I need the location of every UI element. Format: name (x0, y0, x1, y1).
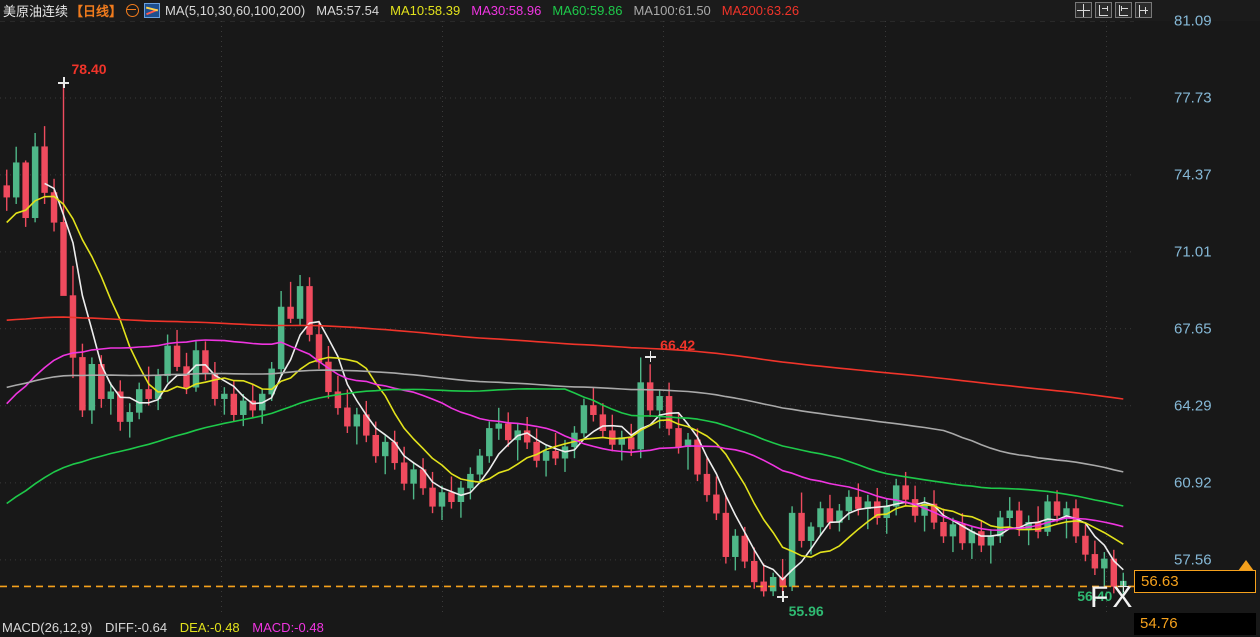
macd-dea: DEA:-0.48 (179, 620, 240, 635)
period-label[interactable]: 【日线】 (70, 4, 123, 19)
axis-tick: 71.01 (1174, 243, 1212, 261)
zoom-out-tool-icon[interactable] (1095, 2, 1112, 18)
ma-indicator-icon[interactable] (144, 3, 161, 18)
cycle-icon[interactable] (126, 4, 140, 17)
axis-tick: 81.09 (1174, 12, 1212, 30)
macd-diff: DIFF:-0.64 (104, 620, 168, 635)
price-axis[interactable]: 81.09 77.73 74.37 71.01 67.65 64.29 60.9… (1134, 13, 1260, 637)
chart-toolbar (1075, 2, 1152, 18)
ma200-value: MA200:63.26 (721, 3, 800, 18)
last-price-badge[interactable]: 56.63 (1134, 570, 1256, 594)
symbol-name: 美原油连续 (3, 4, 69, 19)
mid-marker-icon (644, 351, 656, 363)
macd-title: MACD(26,12,9) (2, 620, 93, 635)
axis-tick: 64.29 (1174, 397, 1212, 415)
macd-macd: MACD:-0.48 (252, 620, 324, 635)
cursor-marker-icon (1117, 580, 1129, 592)
high-annotation: 78.40 (71, 60, 107, 77)
macd-panel[interactable]: MACD(26,12,9) DIFF:-0.64 DEA:-0.48 MACD:… (0, 616, 1134, 637)
axis-tick: 74.37 (1174, 166, 1212, 184)
crosshair-tool-icon[interactable] (1075, 2, 1092, 18)
ma100-value: MA100:61.50 (633, 3, 711, 18)
ma60-value: MA60:59.86 (552, 3, 623, 18)
axis-low-badge: 54.76 (1134, 613, 1256, 635)
ma-title: MA(5,10,30,60,100,200) (165, 3, 306, 18)
ma10-value: MA10:58.39 (390, 3, 461, 18)
axis-low-value: 54.76 (1140, 615, 1178, 632)
shift-right-tool-icon[interactable] (1135, 2, 1152, 18)
axis-tick: 57.56 (1174, 551, 1212, 569)
candlestick-svg (0, 21, 1134, 616)
macd-legend: MACD(26,12,9) DIFF:-0.64 DEA:-0.48 MACD:… (2, 620, 333, 635)
last-price-value: 56.63 (1141, 573, 1179, 591)
high-marker-icon (58, 77, 69, 89)
price-plot-area[interactable]: 78.40 66.42 55.96 56.40 (0, 21, 1134, 616)
low-marker-icon (777, 591, 789, 603)
ma30-value: MA30:58.96 (471, 3, 542, 18)
alert-arrow-icon[interactable] (1238, 560, 1254, 572)
low-annotation: 55.96 (788, 602, 824, 616)
mid-annotation: 66.42 (660, 336, 696, 353)
axis-tick: 67.65 (1174, 320, 1212, 338)
zoom-in-tool-icon[interactable] (1115, 2, 1132, 18)
axis-tick: 77.73 (1174, 89, 1212, 107)
cursor-price-annotation: 56.40 (1077, 588, 1113, 605)
ma5-value: MA5:57.54 (316, 3, 380, 18)
axis-tick: 60.92 (1174, 474, 1212, 492)
chart-header: 美原油连续 【日线】 MA(5,10,30,60,100,200) MA5:57… (0, 0, 1260, 21)
